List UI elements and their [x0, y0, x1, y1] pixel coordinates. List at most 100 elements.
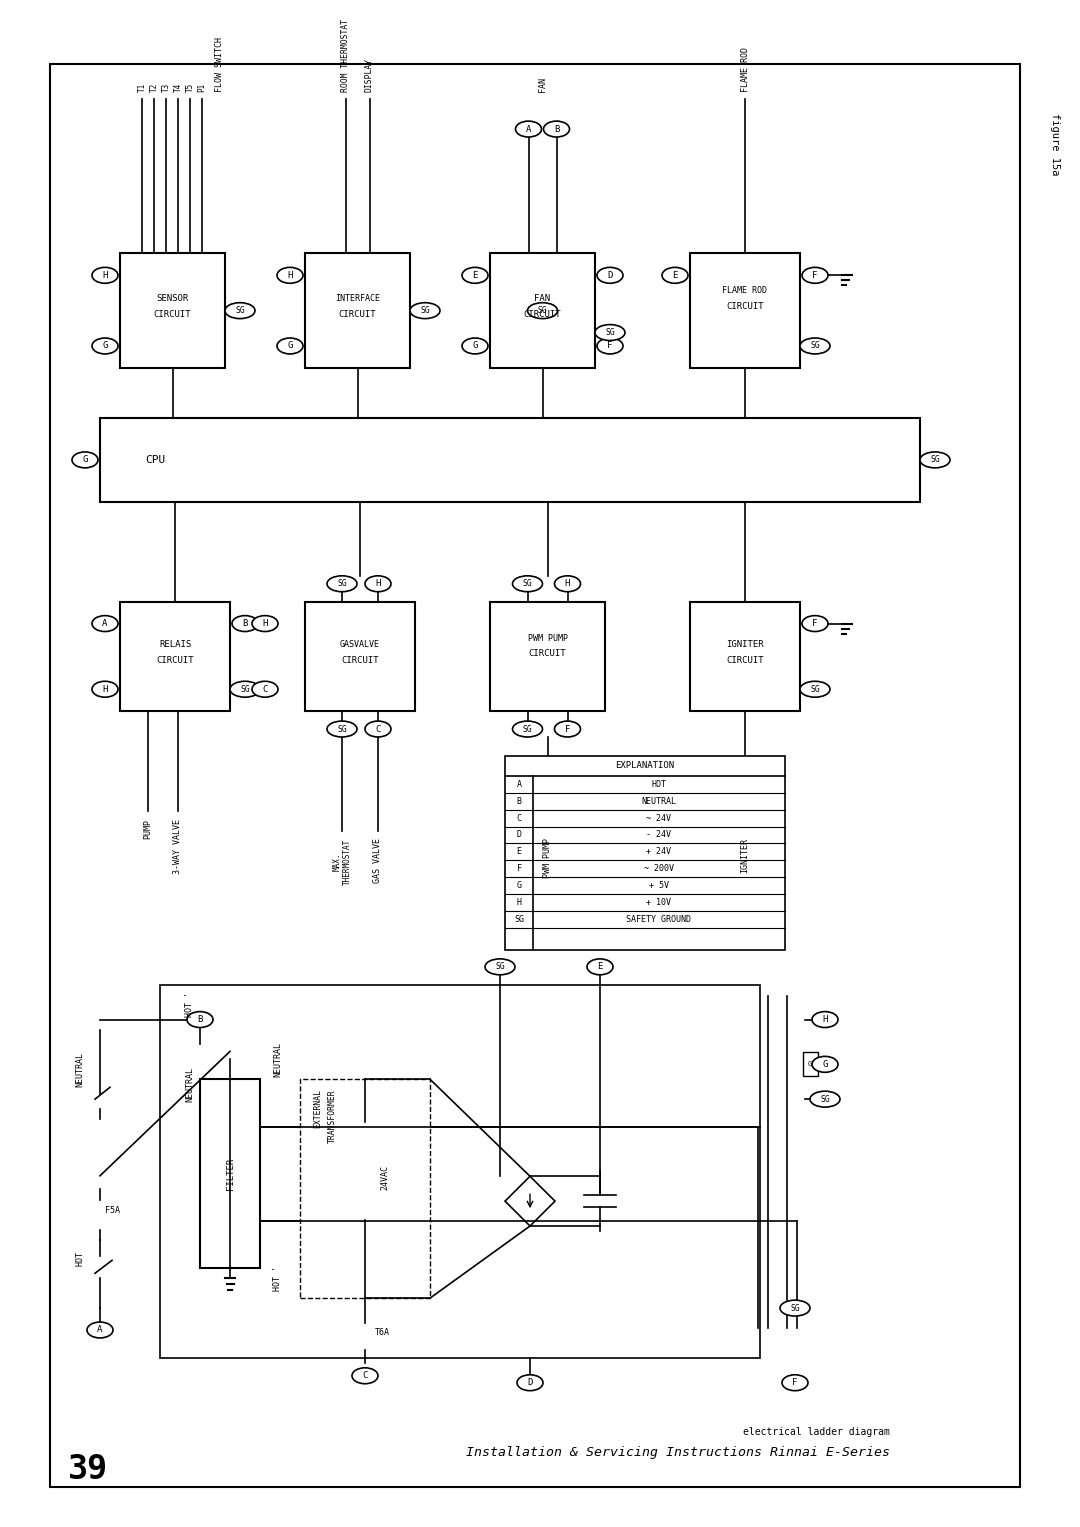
Text: CIRCUIT: CIRCUIT [726, 302, 764, 312]
Ellipse shape [527, 302, 557, 319]
Text: CIRCUIT: CIRCUIT [524, 310, 562, 319]
Text: SG: SG [495, 962, 504, 971]
Text: G: G [82, 455, 87, 464]
Text: G: G [103, 342, 108, 351]
Text: FAN: FAN [538, 78, 546, 92]
Text: SG: SG [523, 579, 532, 588]
Text: SG: SG [240, 684, 249, 693]
Text: GAS VALVE: GAS VALVE [374, 838, 382, 884]
Text: B: B [242, 618, 247, 628]
Ellipse shape [800, 681, 831, 698]
Text: C: C [262, 684, 268, 693]
Text: ~ 200V: ~ 200V [644, 864, 674, 873]
Text: FLAME ROD: FLAME ROD [741, 47, 750, 92]
Text: B: B [198, 1015, 203, 1025]
Bar [490, 602, 605, 712]
Ellipse shape [485, 959, 515, 974]
Text: SG: SG [420, 305, 430, 315]
Ellipse shape [782, 1374, 808, 1391]
Text: FAN: FAN [535, 295, 551, 304]
Text: H: H [565, 579, 570, 588]
Bar [50, 64, 1020, 1487]
Text: ~ 24V: ~ 24V [647, 814, 672, 823]
Ellipse shape [276, 337, 303, 354]
Text: PWM PUMP: PWM PUMP [527, 634, 567, 643]
Text: NEUTRAL: NEUTRAL [642, 797, 676, 806]
Ellipse shape [230, 681, 260, 698]
Bar [160, 985, 760, 1358]
Text: G: G [287, 342, 293, 351]
Ellipse shape [800, 337, 831, 354]
Text: SG: SG [514, 915, 524, 924]
Text: B: B [516, 797, 522, 806]
Text: E: E [472, 270, 477, 279]
Text: HOT ': HOT ' [273, 1266, 283, 1290]
Text: EXTERNAL: EXTERNAL [313, 1089, 323, 1128]
Ellipse shape [588, 959, 613, 974]
Bar [505, 756, 785, 950]
Ellipse shape [365, 576, 391, 592]
Text: - 24V: - 24V [647, 831, 672, 840]
Text: T6A: T6A [375, 1328, 390, 1338]
Text: C: C [376, 724, 380, 733]
Ellipse shape [810, 1092, 840, 1107]
Bar [690, 602, 800, 712]
Ellipse shape [662, 267, 688, 284]
Text: RELAIS: RELAIS [159, 640, 191, 649]
Ellipse shape [276, 267, 303, 284]
Text: A: A [516, 780, 522, 789]
Text: H: H [103, 684, 108, 693]
Ellipse shape [187, 1011, 213, 1028]
Ellipse shape [462, 337, 488, 354]
Text: CIRCUIT: CIRCUIT [726, 657, 764, 664]
Text: H: H [287, 270, 293, 279]
Text: F: F [812, 270, 818, 279]
Text: CIRCUIT: CIRCUIT [341, 657, 379, 664]
Text: H: H [822, 1015, 827, 1025]
Text: TRANSFORMER: TRANSFORMER [327, 1089, 337, 1142]
Text: F: F [812, 618, 818, 628]
Text: CIRCUIT: CIRCUIT [153, 310, 191, 319]
Text: D: D [516, 831, 522, 840]
Text: G: G [472, 342, 477, 351]
Text: NEUTRAL: NEUTRAL [76, 1052, 84, 1087]
Text: P1: P1 [198, 82, 206, 92]
Ellipse shape [513, 721, 542, 738]
Ellipse shape [225, 302, 255, 319]
Bar [490, 253, 595, 368]
Ellipse shape [92, 267, 118, 284]
Text: F: F [793, 1379, 798, 1387]
Text: D: D [607, 270, 612, 279]
Text: F: F [607, 342, 612, 351]
Text: E: E [597, 962, 603, 971]
Text: E: E [673, 270, 677, 279]
Text: NEUTRAL: NEUTRAL [186, 1067, 194, 1102]
Ellipse shape [232, 615, 258, 632]
Text: DISPLAY: DISPLAY [365, 58, 374, 92]
Text: SG: SG [820, 1095, 829, 1104]
Ellipse shape [554, 721, 581, 738]
Bar [690, 253, 800, 368]
Ellipse shape [352, 1368, 378, 1383]
Text: GASVALVE: GASVALVE [340, 640, 380, 649]
Text: Installation & Servicing Instructions Rinnai E-Series: Installation & Servicing Instructions Ri… [465, 1446, 890, 1458]
Text: G: G [808, 1061, 812, 1067]
Text: HOT: HOT [651, 780, 666, 789]
Text: SG: SG [791, 1304, 800, 1313]
Text: SG: SG [337, 579, 347, 588]
Ellipse shape [365, 721, 391, 738]
Ellipse shape [802, 267, 828, 284]
Ellipse shape [410, 302, 440, 319]
Text: C: C [516, 814, 522, 823]
Bar [200, 1080, 260, 1269]
Text: SG: SG [605, 328, 615, 337]
Text: H: H [262, 618, 268, 628]
Text: NEUTRAL: NEUTRAL [273, 1041, 283, 1077]
Text: T5: T5 [186, 82, 194, 92]
Ellipse shape [327, 576, 357, 592]
Text: SG: SG [810, 342, 820, 351]
Text: F: F [565, 724, 570, 733]
Bar [305, 253, 410, 368]
Ellipse shape [595, 325, 625, 341]
Ellipse shape [597, 337, 623, 354]
